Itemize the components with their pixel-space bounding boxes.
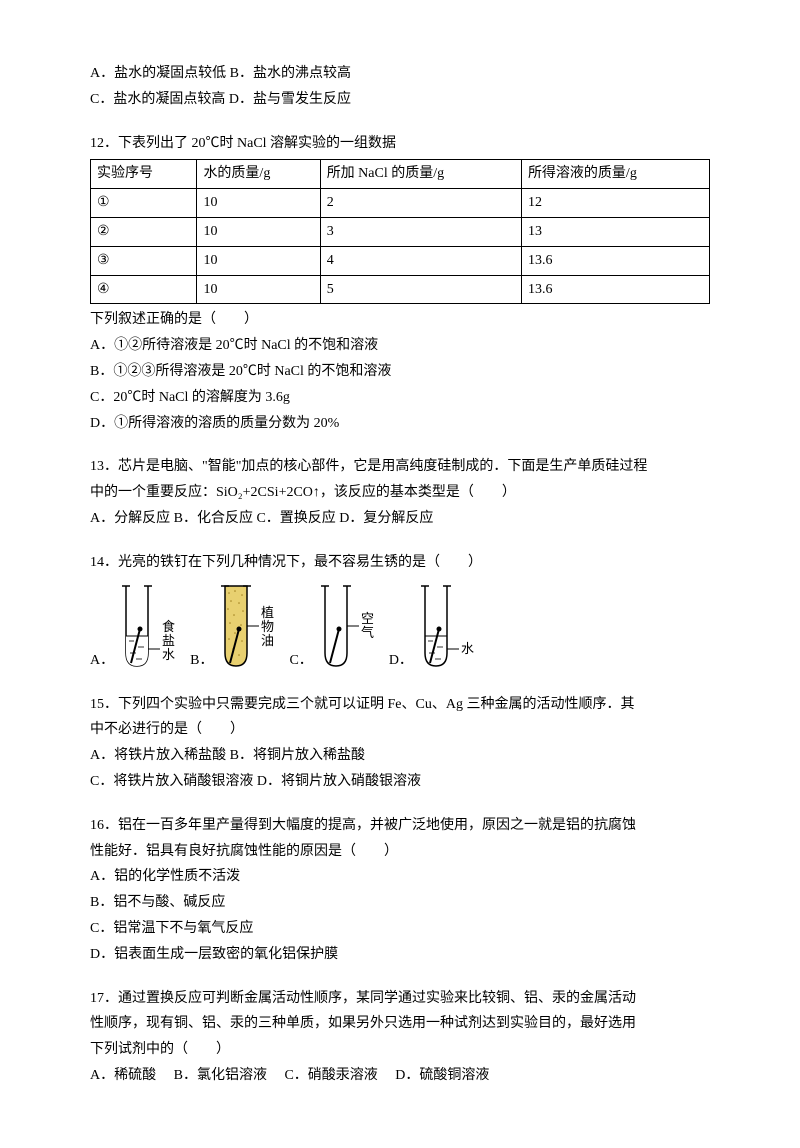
- question-13: 13．芯片是电脑、"智能"加点的核心部件，它是用高纯度硅制成的．下面是生产单质硅…: [90, 455, 710, 530]
- q14-letter-d: D．: [389, 649, 413, 673]
- q12-opt-b: B．①②③所得溶液是 20℃时 NaCl 的不饱和溶液: [90, 360, 710, 384]
- tube-d-label: 水: [461, 641, 474, 656]
- q14-fig-c: C． 空 气: [289, 581, 386, 673]
- q16-stem2: 性能好．铝具有良好抗腐蚀性能的原因是（ ）: [90, 840, 710, 864]
- q14-fig-b: B． 植 物 油: [190, 581, 287, 673]
- q12-opt-a: A．①②所待溶液是 20℃时 NaCl 的不饱和溶液: [90, 334, 710, 358]
- q16-opt-c: C．铝常温下不与氧气反应: [90, 917, 710, 941]
- question-16: 16．铝在一百多年里产量得到大幅度的提高，并被广泛地使用，原因之一就是铝的抗腐蚀…: [90, 814, 710, 967]
- q12-r0c1: 10: [197, 189, 320, 218]
- q12-r3c0: ④: [91, 275, 197, 304]
- q12-h1: 水的质量/g: [197, 160, 320, 189]
- q12-tail: 下列叙述正确的是（ ）: [90, 308, 710, 332]
- question-14: 14．光亮的铁钉在下列几种情况下，最不容易生锈的是（ ） A． 食: [90, 551, 710, 673]
- q12-table: 实验序号 水的质量/g 所加 NaCl 的质量/g 所得溶液的质量/g ① 10…: [90, 159, 710, 304]
- q12-r1c3: 13: [521, 217, 709, 246]
- q12-stem: 12．下表列出了 20℃时 NaCl 溶解实验的一组数据: [90, 132, 710, 156]
- q14-letter-b: B．: [190, 649, 213, 673]
- q12-r3c2: 5: [320, 275, 521, 304]
- svg-text:物: 物: [261, 619, 274, 634]
- test-tube-c-icon: 空 气: [315, 581, 387, 673]
- q12-opt-c: C．20℃时 NaCl 的溶解度为 3.6g: [90, 386, 710, 410]
- question-17: 17．通过置换反应可判断金属活动性顺序，某同学通过实验来比较铜、铝、汞的金属活动…: [90, 987, 710, 1088]
- svg-text:油: 油: [261, 633, 274, 648]
- q15-opts2: C．将铁片放入硝酸银溶液 D．将铜片放入硝酸银溶液: [90, 770, 710, 794]
- test-tube-b-icon: 植 物 油: [215, 581, 287, 673]
- tube-a-label: 食: [162, 619, 175, 634]
- q12-r0c2: 2: [320, 189, 521, 218]
- q17-stem2: 性顺序，现有铜、铝、汞的三种单质，如果另外只选用一种试剂达到实验目的，最好选用: [90, 1012, 710, 1036]
- q17-opts: A．稀硫酸 B．氯化铝溶液 C．硝酸汞溶液 D．硫酸铜溶液: [90, 1064, 710, 1088]
- q12-h0: 实验序号: [91, 160, 197, 189]
- q14-letter-a: A．: [90, 649, 114, 673]
- q12-h3: 所得溶液的质量/g: [521, 160, 709, 189]
- tube-c-label: 空: [361, 611, 374, 626]
- q12-r2c3: 13.6: [521, 246, 709, 275]
- tube-b-label: 植: [261, 605, 274, 620]
- q14-letter-c: C．: [289, 649, 312, 673]
- q15-stem2: 中不必进行的是（ ）: [90, 718, 710, 742]
- q17-stem1: 17．通过置换反应可判断金属活动性顺序，某同学通过实验来比较铜、铝、汞的金属活动: [90, 987, 710, 1011]
- q13-stem1: 13．芯片是电脑、"智能"加点的核心部件，它是用高纯度硅制成的．下面是生产单质硅…: [90, 455, 710, 479]
- q12-r0c3: 12: [521, 189, 709, 218]
- q12-r3c1: 10: [197, 275, 320, 304]
- q12-r0c0: ①: [91, 189, 197, 218]
- q13-opts: A．分解反应 B．化合反应 C．置换反应 D．复分解反应: [90, 507, 710, 531]
- q14-fig-d: D． 水: [389, 581, 483, 673]
- q11-opt-ab: A．盐水的凝固点较低 B．盐水的沸点较高: [90, 62, 710, 86]
- q12-r2c1: 10: [197, 246, 320, 275]
- q17-stem3: 下列试剂中的（ ）: [90, 1038, 710, 1062]
- q12-r3c3: 13.6: [521, 275, 709, 304]
- q16-opt-d: D．铝表面生成一层致密的氧化铝保护膜: [90, 943, 710, 967]
- question-15: 15．下列四个实验中只需要完成三个就可以证明 Fe、Cu、Ag 三种金属的活动性…: [90, 693, 710, 794]
- q12-h2: 所加 NaCl 的质量/g: [320, 160, 521, 189]
- q14-stem: 14．光亮的铁钉在下列几种情况下，最不容易生锈的是（ ）: [90, 551, 710, 575]
- q12-opt-d: D．①所得溶液的溶质的质量分数为 20%: [90, 412, 710, 436]
- q12-r2c0: ③: [91, 246, 197, 275]
- q12-r1c1: 10: [197, 217, 320, 246]
- q15-stem1: 15．下列四个实验中只需要完成三个就可以证明 Fe、Cu、Ag 三种金属的活动性…: [90, 693, 710, 717]
- q16-stem1: 16．铝在一百多年里产量得到大幅度的提高，并被广泛地使用，原因之一就是铝的抗腐蚀: [90, 814, 710, 838]
- question-11-options: A．盐水的凝固点较低 B．盐水的沸点较高 C．盐水的凝固点较高 D．盐与雪发生反…: [90, 62, 710, 112]
- q16-opt-a: A．铝的化学性质不活泼: [90, 865, 710, 889]
- q11-opt-cd: C．盐水的凝固点较高 D．盐与雪发生反应: [90, 88, 710, 112]
- q12-r2c2: 4: [320, 246, 521, 275]
- q15-opts1: A．将铁片放入稀盐酸 B．将铜片放入稀盐酸: [90, 744, 710, 768]
- svg-text:水: 水: [162, 647, 175, 662]
- q13-stem2: 中的一个重要反应：SiO₂+2CSi+2CO↑，该反应的基本类型是（ ）: [90, 481, 710, 505]
- q12-r1c2: 3: [320, 217, 521, 246]
- test-tube-d-icon: 水: [415, 581, 483, 673]
- q12-r1c0: ②: [91, 217, 197, 246]
- svg-text:盐: 盐: [162, 633, 175, 648]
- q14-figures: A． 食 盐 水 B．: [90, 581, 710, 673]
- test-tube-a-icon: 食 盐 水: [116, 581, 188, 673]
- q16-opt-b: B．铝不与酸、碱反应: [90, 891, 710, 915]
- question-12: 12．下表列出了 20℃时 NaCl 溶解实验的一组数据 实验序号 水的质量/g…: [90, 132, 710, 436]
- q14-fig-a: A． 食 盐 水: [90, 581, 188, 673]
- svg-text:气: 气: [361, 625, 374, 640]
